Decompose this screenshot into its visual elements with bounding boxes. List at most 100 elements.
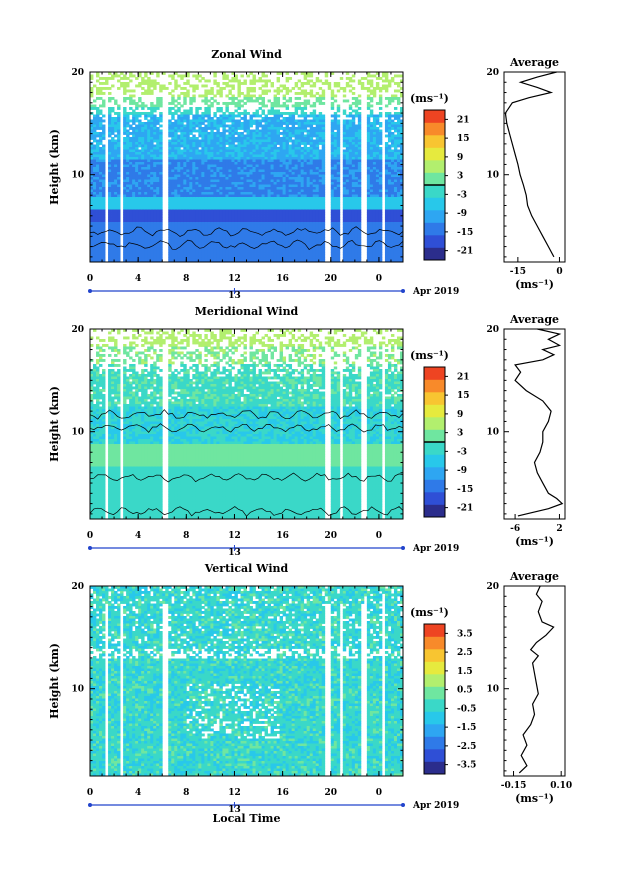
- colorbar-segment: [424, 210, 445, 223]
- colorbar-segment: [424, 198, 445, 211]
- y-tick-label: 20: [71, 68, 84, 78]
- colorbar-tick-label: -21: [457, 504, 473, 514]
- colorbar-segment: [424, 455, 445, 468]
- date-tick-label: 13: [228, 291, 241, 301]
- colorbar-segment: [424, 480, 445, 493]
- x-tick-label: 4: [135, 274, 141, 284]
- colorbar-segment: [424, 442, 445, 455]
- x-tick-label: 0: [87, 788, 93, 798]
- colorbar-tick-label: 15: [457, 134, 470, 144]
- colorbar-tick-label: -2.5: [457, 742, 476, 752]
- colorbar-segment: [424, 223, 445, 236]
- panel-title: Vertical Wind: [204, 562, 289, 575]
- colorbar-tick-label: -1.5: [457, 723, 476, 733]
- colorbar-segment: [424, 123, 445, 136]
- date-axis-marker: [88, 803, 92, 807]
- colorbar-segment: [424, 417, 445, 430]
- colorbar-label: (ms⁻¹): [410, 349, 449, 362]
- colorbar-segment: [424, 235, 445, 248]
- colorbar-segment: [424, 467, 445, 480]
- profile-y-tick-label: 10: [486, 428, 499, 438]
- x-tick-label: 4: [135, 788, 141, 798]
- colorbar-tick-label: 1.5: [457, 667, 473, 677]
- colorbar-segment: [424, 392, 445, 405]
- profile-x-tick-label: 0: [556, 267, 562, 277]
- colorbar-segment: [424, 173, 445, 186]
- colorbar-segment: [424, 430, 445, 443]
- x-tick-label: 16: [276, 274, 289, 284]
- y-axis-label: Height (km): [48, 643, 61, 719]
- profile-x-tick-label: 0.10: [550, 781, 572, 791]
- profile-x-label: (ms⁻¹): [515, 535, 554, 548]
- colorbar-tick-label: -0.5: [457, 704, 476, 714]
- date-axis-marker: [401, 546, 405, 550]
- y-axis-label: Height (km): [48, 129, 61, 205]
- profile-title: Average: [509, 56, 559, 69]
- colorbar-tick-label: -15: [457, 228, 473, 238]
- x-tick-label: 0: [87, 274, 93, 284]
- x-tick-label: 16: [276, 788, 289, 798]
- panel-title: Zonal Wind: [211, 48, 282, 61]
- colorbar-segment: [424, 380, 445, 393]
- x-axis-label: Local Time: [213, 812, 281, 825]
- y-tick-label: 10: [71, 428, 84, 438]
- colorbar-tick-label: -3: [457, 447, 467, 457]
- colorbar-segment: [424, 724, 445, 737]
- y-tick-label: 10: [71, 685, 84, 695]
- colorbar-label: (ms⁻¹): [410, 92, 449, 105]
- x-tick-label: 0: [376, 531, 382, 541]
- colorbar-segment: [424, 248, 445, 261]
- x-tick-label: 8: [183, 274, 189, 284]
- colorbar-label: (ms⁻¹): [410, 606, 449, 619]
- profile-x-tick-label: -0.15: [501, 781, 527, 791]
- colorbar-segment: [424, 699, 445, 712]
- y-tick-label: 20: [71, 582, 84, 592]
- x-tick-label: 12: [228, 788, 241, 798]
- x-tick-label: 16: [276, 531, 289, 541]
- x-tick-label: 12: [228, 274, 241, 284]
- colorbar-segment: [424, 737, 445, 750]
- x-tick-label: 4: [135, 531, 141, 541]
- profile-y-tick-label: 10: [486, 171, 499, 181]
- colorbar-tick-label: 2.5: [457, 648, 473, 658]
- date-label: Apr 2019: [412, 544, 459, 554]
- colorbar-segment: [424, 637, 445, 650]
- profile-y-tick-label: 20: [486, 68, 499, 78]
- colorbar-tick-label: -9: [457, 466, 467, 476]
- colorbar-segment: [424, 687, 445, 700]
- x-tick-label: 0: [376, 274, 382, 284]
- colorbar-tick-label: 15: [457, 391, 470, 401]
- colorbar-segment: [424, 160, 445, 173]
- colorbar-tick-label: -3.5: [457, 761, 476, 771]
- colorbar-segment: [424, 505, 445, 518]
- colorbar-tick-label: 0.5: [457, 686, 473, 696]
- colorbar-segment: [424, 148, 445, 161]
- profile-x-label: (ms⁻¹): [515, 278, 554, 291]
- x-tick-label: 0: [87, 531, 93, 541]
- colorbar-tick-label: 9: [457, 410, 463, 420]
- colorbar-segment: [424, 712, 445, 725]
- colorbar-segment: [424, 110, 445, 123]
- colorbar-tick-label: 3: [457, 429, 463, 439]
- colorbar-segment: [424, 649, 445, 662]
- profile-x-label: (ms⁻¹): [515, 792, 554, 805]
- colorbar-segment: [424, 185, 445, 198]
- colorbar-segment: [424, 492, 445, 505]
- colorbar-tick-label: -15: [457, 485, 473, 495]
- colorbar-tick-label: 21: [457, 115, 470, 125]
- colorbar-tick-label: 3: [457, 172, 463, 182]
- colorbar-segment: [424, 749, 445, 762]
- x-tick-label: 8: [183, 788, 189, 798]
- x-tick-label: 0: [376, 788, 382, 798]
- profile-title: Average: [509, 570, 559, 583]
- panel-title: Meridional Wind: [195, 305, 299, 318]
- profile-y-tick-label: 10: [486, 685, 499, 695]
- date-axis-marker: [401, 803, 405, 807]
- date-axis-marker: [401, 289, 405, 293]
- colorbar-tick-label: -9: [457, 209, 467, 219]
- date-tick-label: 13: [228, 548, 241, 558]
- x-tick-label: 20: [325, 531, 338, 541]
- colorbar-tick-label: 3.5: [457, 629, 473, 639]
- date-label: Apr 2019: [412, 287, 459, 297]
